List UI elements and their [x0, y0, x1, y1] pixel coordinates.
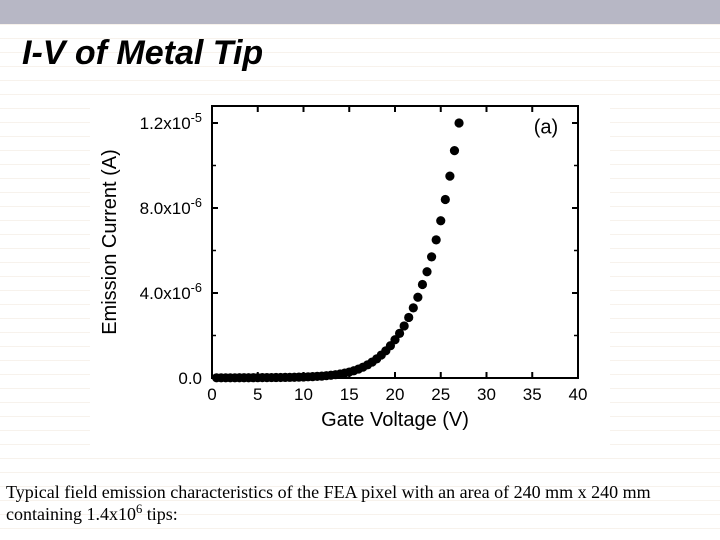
top-accent-bar — [0, 0, 720, 24]
iv-chart-container: 05101520253035400.04.0x10-68.0x10-61.2x1… — [90, 96, 610, 456]
svg-text:15: 15 — [340, 385, 359, 404]
svg-text:5: 5 — [253, 385, 262, 404]
svg-text:0.0: 0.0 — [178, 369, 202, 388]
svg-text:(a): (a) — [534, 117, 558, 139]
svg-text:0: 0 — [207, 385, 216, 404]
slide-title: I-V of Metal Tip — [22, 34, 263, 73]
caption-text-prefix: Typical field emission characteristics o… — [6, 482, 651, 524]
iv-chart-svg: 05101520253035400.04.0x10-68.0x10-61.2x1… — [90, 96, 610, 456]
svg-text:20: 20 — [386, 385, 405, 404]
svg-text:Emission Current (A): Emission Current (A) — [99, 149, 121, 335]
svg-text:35: 35 — [523, 385, 542, 404]
svg-text:40: 40 — [569, 385, 588, 404]
caption-text-suffix: tips: — [142, 504, 178, 524]
slide-root: I-V of Metal Tip 05101520253035400.04.0x… — [0, 0, 720, 540]
svg-text:25: 25 — [431, 385, 450, 404]
svg-text:Gate Voltage (V): Gate Voltage (V) — [321, 409, 469, 431]
svg-text:30: 30 — [477, 385, 496, 404]
svg-text:10: 10 — [294, 385, 313, 404]
slide-caption: Typical field emission characteristics o… — [6, 482, 706, 526]
